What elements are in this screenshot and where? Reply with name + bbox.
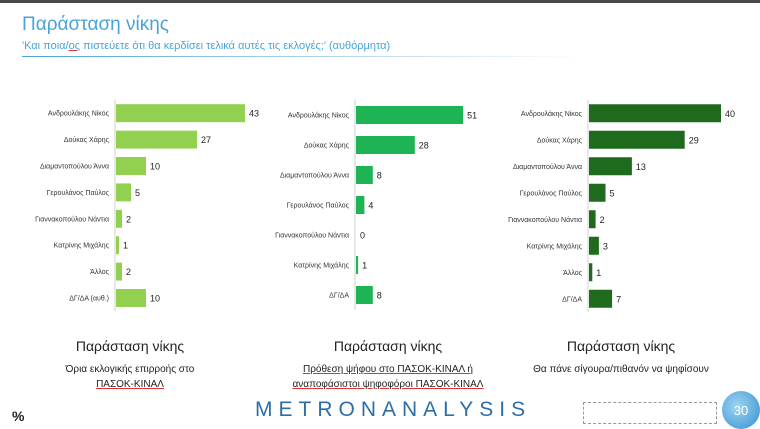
category-label: Γερουλάνος Παύλος (287, 202, 350, 210)
category-label: Άλλος (90, 269, 109, 276)
value-label: 8 (377, 171, 382, 181)
bar (116, 130, 197, 149)
bar (116, 236, 119, 255)
category-label: Κατρίνης Μιχάλης (294, 262, 350, 270)
bar (116, 209, 122, 228)
chart-3-caption-sub: Θα πάνε σίγουρα/πιθανόν να ψηφίσουν (533, 364, 709, 375)
bar (356, 166, 373, 184)
value-label: 5 (135, 188, 140, 198)
value-label: 2 (600, 215, 605, 225)
value-label: 40 (725, 109, 735, 119)
value-label: 10 (150, 294, 160, 304)
category-label: ΔΓ/ΔΑ (329, 293, 349, 300)
value-label: 2 (126, 214, 131, 224)
value-label: 8 (377, 291, 382, 301)
value-label: 43 (249, 109, 259, 119)
chart-1-caption-sub: Όρια εκλογικής επιρροής στο ΠΑΣΟΚ-ΚΙΝΑΛ (65, 364, 195, 390)
top-border (0, 0, 760, 3)
bar (116, 104, 245, 123)
value-label: 5 (610, 188, 615, 198)
category-label: Άλλος (563, 270, 582, 277)
category-label: Ανδρουλάκης Νίκος (521, 110, 583, 118)
category-label: Δούκας Χάρης (304, 142, 350, 150)
bar (589, 289, 613, 308)
footer-placeholder-box (583, 402, 717, 424)
chart-1-caption-title: Παράσταση νίκης (75, 338, 185, 354)
bar (589, 263, 593, 282)
value-label: 13 (636, 162, 646, 172)
value-label: 0 (360, 231, 365, 241)
metron-analysis-logo: METRONANALYSIS (255, 398, 532, 421)
value-label: 4 (368, 201, 373, 211)
value-label: 10 (150, 162, 160, 172)
header-divider (22, 56, 582, 57)
bar (116, 289, 146, 307)
value-label: 7 (616, 294, 621, 304)
category-label: Γερουλάνος Παύλος (520, 189, 583, 197)
chart-2-caption-sub: Πρόθεση ψήφου στο ΠΑΣΟΚ-ΚΙΝΑΛ ή αναποφάσ… (292, 364, 484, 390)
category-label: Δούκας Χάρης (64, 136, 110, 144)
chart-2-caption-title: Παράσταση νίκης (333, 338, 443, 354)
bar (116, 183, 131, 202)
percent-label: % (12, 408, 25, 424)
chart-3-caption-title: Παράσταση νίκης (566, 338, 676, 354)
category-label: Γερουλάνος Παύλος (47, 189, 110, 197)
category-label: Κατρίνης Μιχάλης (527, 242, 583, 250)
category-label: Διαμαντοπούλου Άννα (40, 163, 109, 171)
bar (589, 183, 606, 202)
page-subtitle: 'Και ποια/ος πιστεύετε ότι θα κερδίσει τ… (22, 40, 391, 52)
category-label: Γιαννακοπούλου Νάντια (35, 215, 109, 223)
bar-chart-2: Ανδρουλάκης Νίκος 51 Δούκας Χάρης 28 Διαμαντ… (275, 100, 477, 310)
bar-chart-1: Ανδρουλάκης Νίκος 43 Δούκας Χάρης 27 Διαμαντ… (35, 100, 259, 312)
page-title: Παράσταση νίκης (22, 14, 169, 35)
value-label: 2 (126, 267, 131, 277)
category-label: Κατρίνης Μιχάλης (54, 242, 110, 250)
bar (116, 157, 146, 175)
value-label: 1 (362, 261, 367, 271)
bar (356, 286, 373, 304)
category-label: ΔΓ/ΔΑ (αυθ.) (69, 296, 109, 303)
bar (116, 262, 122, 281)
bar (356, 256, 359, 274)
bar (589, 210, 596, 229)
bar (356, 136, 415, 154)
category-label: Ανδρουλάκης Νίκος (48, 110, 110, 118)
value-label: 1 (596, 268, 601, 278)
value-label: 3 (603, 241, 608, 251)
bar (589, 236, 599, 255)
category-label: Γιαννακοπούλου Νάντια (275, 232, 349, 240)
value-label: 1 (123, 241, 128, 251)
value-label: 29 (689, 135, 699, 145)
bar (589, 157, 632, 176)
bar (356, 196, 365, 214)
value-label: 51 (467, 111, 477, 121)
value-label: 28 (419, 141, 429, 151)
category-label: Γιαννακοπούλου Νάντια (508, 216, 582, 224)
category-label: ΔΓ/ΔΑ (562, 296, 582, 303)
category-label: Δούκας Χάρης (537, 136, 583, 144)
category-label: Διαμαντοπούλου Άννα (280, 172, 349, 180)
bar (356, 106, 464, 124)
category-label: Ανδρουλάκης Νίκος (288, 112, 350, 120)
bar-chart-3: Ανδρουλάκης Νίκος 40 Δούκας Χάρης 29 Διαμαντ… (508, 100, 735, 312)
category-label: Διαμαντοπούλου Άννα (513, 163, 582, 171)
bar (589, 104, 721, 123)
value-label: 27 (201, 135, 211, 145)
page-number-badge: 30 (722, 391, 760, 429)
bar (589, 130, 685, 149)
